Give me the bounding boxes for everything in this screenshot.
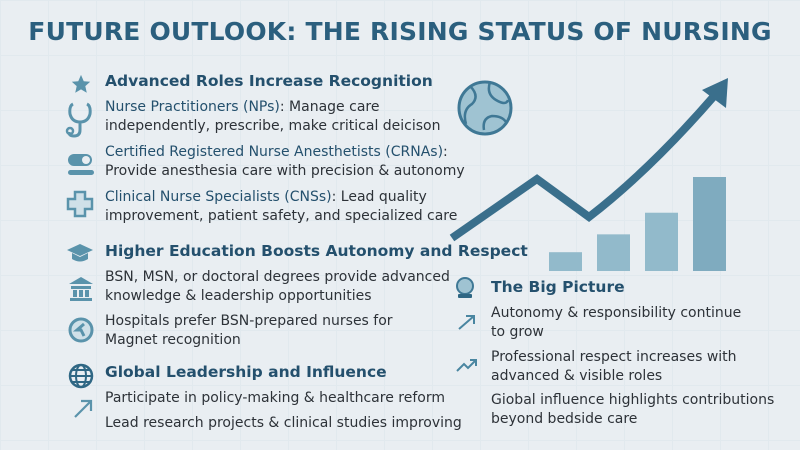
growth-bar <box>549 252 582 271</box>
research-item: Lead research projects & clinical studie… <box>105 415 462 431</box>
growth-bar <box>693 177 726 271</box>
cns-item: Clinical Nurse Specialists (CNSs): Lead … <box>105 189 458 224</box>
section-heading: Higher Education Boosts Autonomy and Res… <box>105 242 528 260</box>
magnet-badge-icon <box>68 317 94 343</box>
growth-illustration <box>449 78 728 271</box>
trend-up-icon <box>456 359 477 372</box>
education-item: BSN, MSN, or doctoral degrees provide ad… <box>105 269 450 304</box>
institution-icon <box>69 277 93 301</box>
capsule-icon <box>68 154 94 175</box>
arrow-up-right-icon <box>458 315 475 330</box>
big-picture-item: Autonomy & responsibility continue to gro… <box>491 305 742 340</box>
rising-arrow-icon <box>449 92 719 242</box>
big-picture-item: Giobal influence highlights contribution… <box>491 392 775 427</box>
growth-bar <box>597 234 630 271</box>
big-picture-heading: The Big Picture <box>491 278 625 296</box>
crystal-ball-icon <box>456 277 474 298</box>
stethoscope-icon <box>65 102 92 138</box>
crna-item: Certified Registered Nurse Anesthetists … <box>105 144 465 179</box>
star-icon <box>71 74 91 93</box>
world-map-icon <box>457 80 513 136</box>
graduation-cap-icon <box>67 244 93 262</box>
magnet-item: Hospitals prefer BSN-prepared nurses for… <box>105 313 393 348</box>
section-heading: Global Leadership and Influence <box>105 363 387 381</box>
big-picture-item: Professional respect increases with advan… <box>491 349 737 384</box>
section-heading: Advanced Roles Increase Recognition <box>105 72 433 90</box>
arrow-up-right-icon <box>74 399 93 418</box>
page-title: FUTURE OUTLOOK: THE RISING STATUS OF NUR… <box>28 17 772 46</box>
growth-bar <box>645 212 678 271</box>
medical-cross-icon <box>66 190 94 218</box>
np-item: Nurse Practitioners (NPs): Manage care in… <box>105 99 441 134</box>
policy-item: Participate in policy-making & healthcar… <box>105 390 445 406</box>
arrow-head <box>702 78 728 108</box>
globe-icon <box>68 363 94 389</box>
